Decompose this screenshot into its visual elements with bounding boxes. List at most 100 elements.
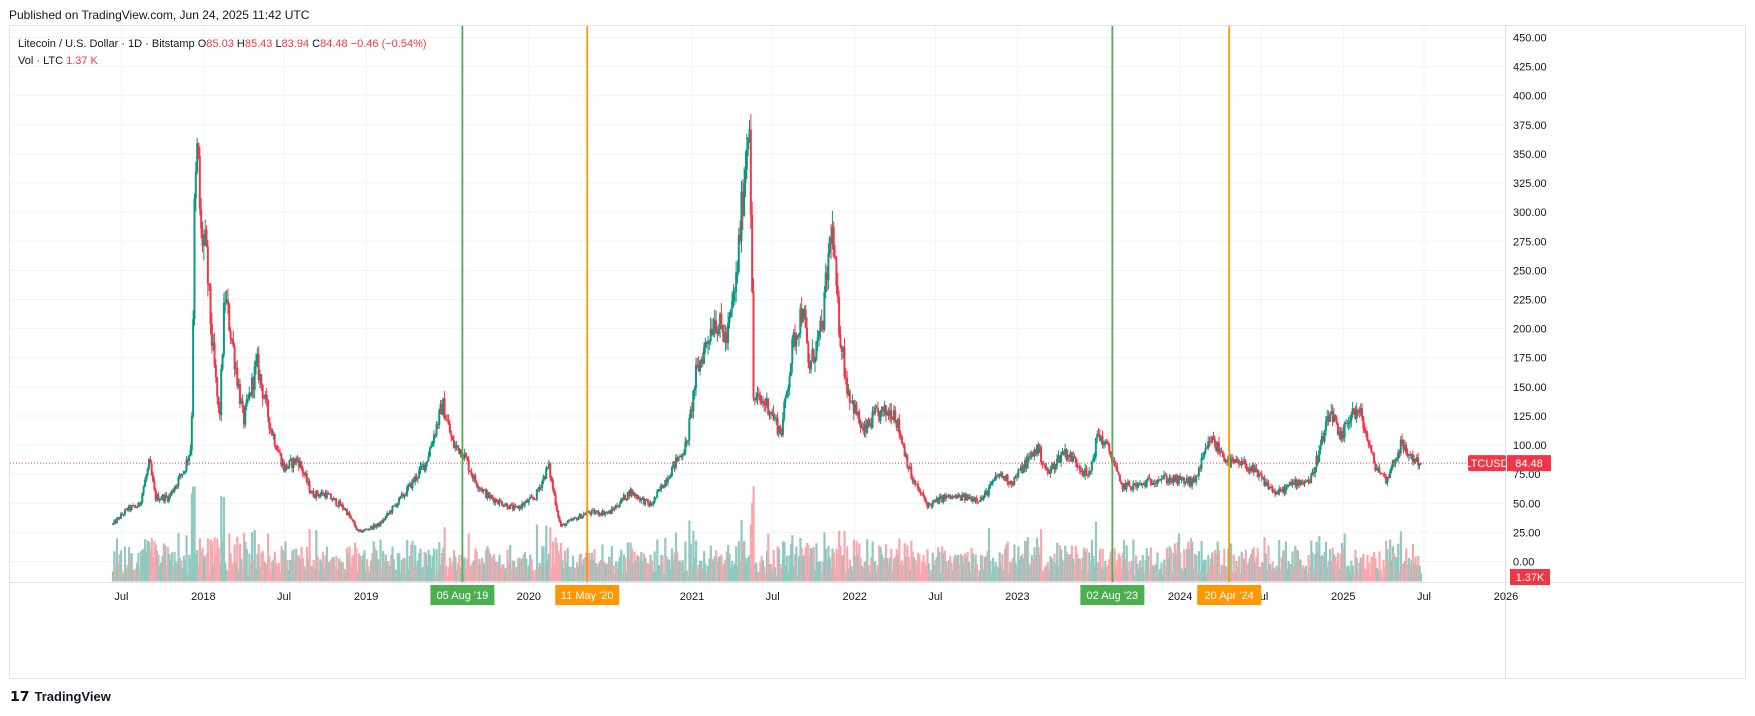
candle-body [1030,452,1033,457]
candle-body [204,229,207,240]
volume-bar [1144,560,1147,582]
volume-bar [677,561,680,582]
volume-bar [776,546,779,582]
volume-bar [374,547,377,582]
candle-body [629,489,632,497]
volume-bar [1092,555,1095,582]
candle-body [189,450,192,456]
volume-bar [1306,572,1309,582]
candle-body [974,497,977,501]
volume-bar [533,574,536,582]
volume-bar [463,557,466,582]
candle-body [836,285,839,297]
volume-bar [379,539,382,582]
candle-body [1221,451,1224,457]
volume-bar [1017,546,1020,582]
candle-body [1319,445,1322,451]
y-tick-label: 400.00 [1513,91,1547,103]
candle-body [933,500,936,502]
volume-bar [571,555,575,582]
candle-body [804,309,807,328]
volume-bar [1160,562,1163,582]
volume-bar [1044,567,1047,582]
volume-bar [875,572,878,582]
volume-bar [1327,561,1330,582]
candle-body [1180,478,1183,480]
volume-bar [245,548,248,582]
candle-body [966,494,969,500]
volume-bar [537,567,540,582]
volume-bar [903,543,906,582]
volume-bar [497,562,500,582]
candle-body [463,453,466,459]
volume-bar [114,565,117,582]
candle-body [121,513,124,515]
volume-bar [265,563,268,582]
volume-bar [1121,552,1124,582]
candle-body [154,489,157,500]
candle-body [1332,414,1335,422]
volume-bar [910,540,913,582]
volume-bar [546,559,549,582]
candle-body [678,455,681,457]
candle-body [371,526,374,530]
candle-body [1105,441,1108,443]
candle-body [316,490,319,495]
candle-body [673,461,676,468]
candle-body [958,494,961,497]
volume-bar [148,542,151,582]
volume-bar [477,565,480,582]
candle-body [315,490,318,498]
candle-body [681,455,684,458]
volume-bar [1342,547,1345,582]
x-tick-label: 2026 [1494,591,1518,603]
candle-body [511,504,514,510]
candle-body [162,495,165,502]
volume-bar [1312,569,1316,582]
volume-bar [807,545,810,582]
volume-bar [1290,563,1293,582]
volume-bar [1029,563,1032,582]
candle-body [914,480,917,484]
volume-bar [206,538,210,582]
candle-body [1330,411,1333,415]
volume-bar [293,562,296,582]
volume-bar [1339,554,1342,582]
candle-body [602,510,605,516]
volume-bar [771,568,774,582]
candle-body [1250,468,1253,472]
candle-body [415,476,418,480]
candle-body [912,480,915,482]
volume-bar [1316,551,1320,582]
candle-body [448,424,451,434]
tradingview-logo[interactable]: 𝟭𝟳 TradingView [10,688,111,705]
volume-bar [1288,564,1291,582]
volume-bar [1377,570,1380,582]
candle-body [987,487,990,496]
volume-bar [1239,574,1242,582]
volume-bar [486,546,489,582]
candle-body [407,485,410,488]
volume-bar [1001,554,1004,582]
candle-body [135,507,138,509]
volume-bar [1216,541,1219,582]
legend-symbol[interactable]: Litecoin / U.S. Dollar · 1D · Bitstamp [18,38,195,50]
candle-body [427,456,430,462]
legend-volume-label[interactable]: Vol · LTC [18,55,64,67]
volume-bar [612,565,615,582]
candle-body [145,475,148,481]
volume-bar [1066,554,1069,582]
candle-body [1255,467,1258,470]
candle-body [1189,477,1192,487]
candle-body [241,400,244,407]
volume-bar [1399,531,1402,582]
volume-bar [1065,551,1068,582]
candle-body [744,169,747,184]
candle-body [451,436,454,441]
volume-bar [904,556,908,582]
candle-body [716,333,719,335]
volume-bar [1030,555,1033,582]
candle-body [376,523,379,526]
volume-bar [1307,555,1310,582]
